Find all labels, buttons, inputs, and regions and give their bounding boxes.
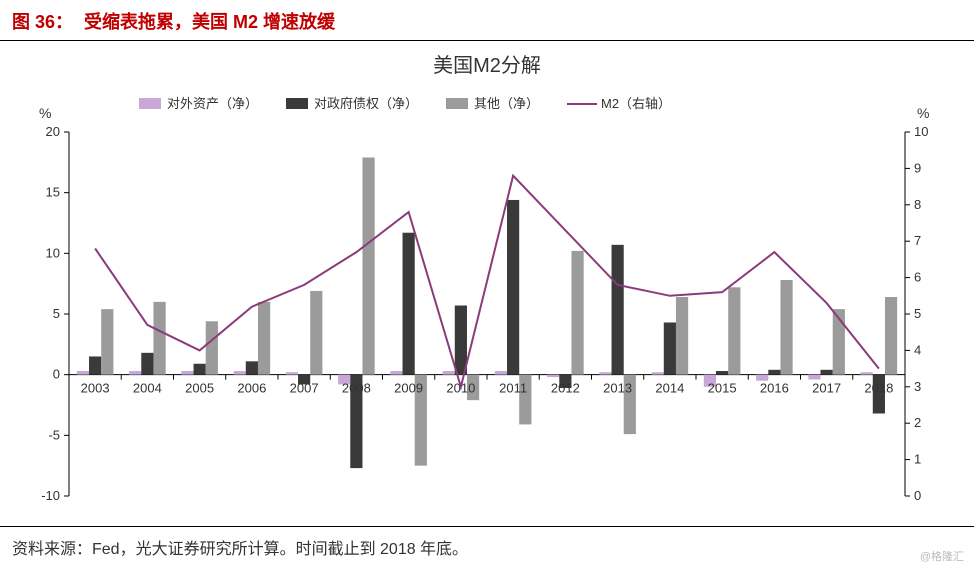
bar-foreign [286, 372, 298, 374]
legend-label-other: 其他（净） [474, 96, 539, 111]
right-tick-label: 3 [914, 379, 921, 394]
left-tick-label: -5 [48, 427, 60, 442]
x-tick-label: 2018 [864, 381, 893, 396]
legend-swatch-foreign [139, 98, 161, 109]
bar-gov [507, 200, 519, 375]
x-tick-label: 2014 [655, 381, 684, 396]
x-tick-label: 2016 [760, 381, 789, 396]
legend-label-foreign: 对外资产（净） [167, 96, 258, 111]
x-tick-label: 2009 [394, 381, 423, 396]
chart-title: 美国M2分解 [14, 49, 960, 78]
right-tick-label: 0 [914, 488, 921, 503]
left-tick-label: 10 [46, 245, 60, 260]
bar-other [153, 302, 165, 375]
chart-container: 美国M2分解 对外资产（净） 对政府债权（净） 其他（净） M2（右轴）%% -10 -5… [0, 41, 974, 526]
bar-gov [455, 306, 467, 375]
source-text: 资料来源：Fed，光大证券研究所计算。时间截止到 2018 年底。 [12, 541, 468, 558]
right-tick-label: 1 [914, 452, 921, 467]
right-tick-label: 10 [914, 124, 928, 139]
bar-gov [89, 356, 101, 374]
left-tick-label: 15 [46, 185, 60, 200]
bar-other [101, 309, 113, 375]
right-tick-label: 9 [914, 160, 921, 175]
left-axis-unit: % [39, 105, 51, 121]
bar-other [728, 287, 740, 374]
x-tick-label: 2013 [603, 381, 632, 396]
bar-other [362, 157, 374, 374]
figure-header: 图 36： 受缩表拖累，美国 M2 增速放缓 [0, 0, 974, 41]
legend-label-gov: 对政府债权（净） [314, 96, 418, 111]
left-tick-label: 0 [53, 367, 60, 382]
bar-foreign [181, 371, 193, 375]
bar-other [885, 297, 897, 375]
legend-label-m2: M2（右轴） [601, 96, 671, 111]
x-tick-label: 2005 [185, 381, 214, 396]
left-tick-label: 5 [53, 306, 60, 321]
x-tick-label: 2003 [81, 381, 110, 396]
left-tick-label: 20 [46, 124, 60, 139]
right-tick-label: 6 [914, 270, 921, 285]
bar-foreign [599, 372, 611, 374]
bar-foreign [390, 371, 402, 375]
right-axis-unit: % [917, 105, 929, 121]
bar-gov [403, 233, 415, 375]
bar-foreign [443, 371, 455, 375]
x-tick-label: 2007 [290, 381, 319, 396]
bar-gov [716, 371, 728, 375]
bar-foreign [495, 371, 507, 375]
bar-foreign [808, 375, 820, 380]
bar-gov [194, 364, 206, 375]
legend-swatch-gov [286, 98, 308, 109]
bar-other [258, 302, 270, 375]
bar-other [571, 251, 583, 375]
bar-gov [246, 361, 258, 374]
bar-foreign [234, 371, 246, 375]
figure-footer: 资料来源：Fed，光大证券研究所计算。时间截止到 2018 年底。 [0, 526, 974, 563]
bar-other [206, 321, 218, 374]
watermark: @格隆汇 [920, 548, 964, 564]
bar-gov [821, 370, 833, 375]
x-tick-label: 2017 [812, 381, 841, 396]
bar-foreign [129, 371, 141, 375]
x-tick-label: 2006 [237, 381, 266, 396]
x-tick-label: 2012 [551, 381, 580, 396]
bar-gov [612, 245, 624, 375]
left-tick-label: -10 [41, 488, 60, 503]
bar-gov [141, 353, 153, 375]
figure-title: 受缩表拖累，美国 M2 增速放缓 [84, 12, 335, 32]
bar-foreign [652, 372, 664, 374]
legend-swatch-other [446, 98, 468, 109]
bar-gov [768, 370, 780, 375]
right-tick-label: 5 [914, 306, 921, 321]
x-tick-label: 2011 [499, 381, 527, 396]
right-tick-label: 4 [914, 342, 921, 357]
right-tick-label: 8 [914, 197, 921, 212]
bar-gov [664, 322, 676, 374]
right-tick-label: 7 [914, 233, 921, 248]
right-tick-label: 2 [914, 415, 921, 430]
x-tick-label: 2008 [342, 381, 371, 396]
bar-other [780, 280, 792, 375]
bar-foreign [861, 372, 873, 374]
bar-foreign [77, 371, 89, 375]
figure-number: 图 36： [12, 12, 73, 32]
bar-other [676, 297, 688, 375]
bar-other [310, 291, 322, 375]
bar-foreign [547, 375, 559, 377]
x-tick-label: 2015 [708, 381, 737, 396]
m2-chart: 对外资产（净）对政府债权（净）其他（净）M2（右轴）%%-10-50510152… [14, 82, 960, 524]
x-tick-label: 2004 [133, 381, 162, 396]
